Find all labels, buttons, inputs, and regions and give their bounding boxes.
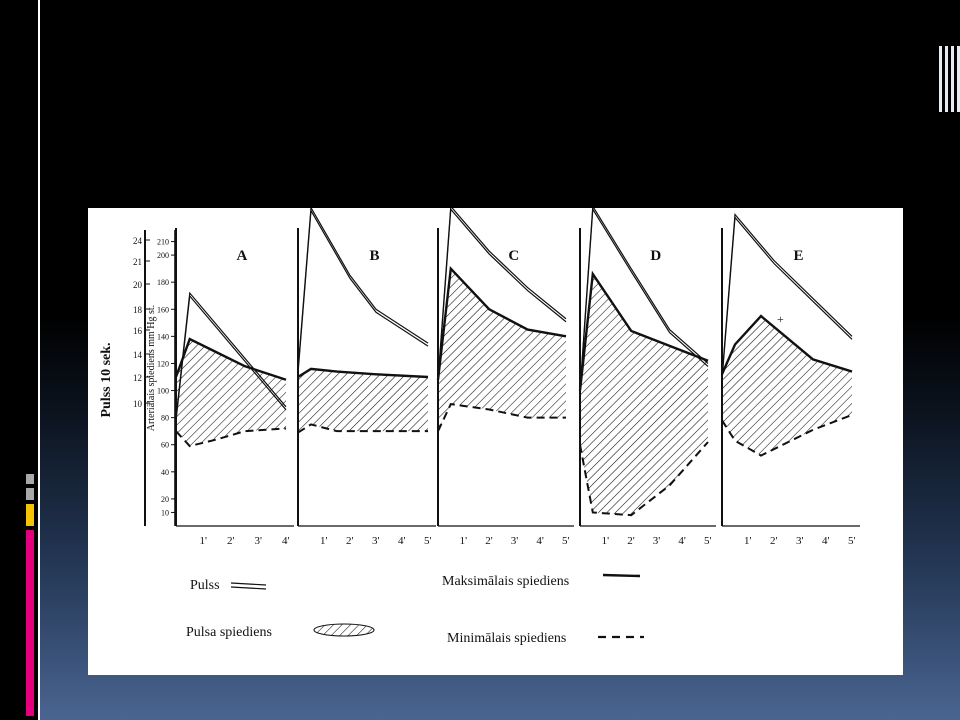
pulse-tick-label: 21: [133, 257, 142, 267]
x-tick-label: 2': [485, 535, 493, 547]
pressure-tick-label: 10: [161, 508, 169, 517]
x-tick-label: 5': [704, 535, 712, 547]
deco-block-gray-2: [26, 488, 34, 500]
x-tick-label: 2': [346, 535, 354, 547]
max-pressure-line: [578, 270, 709, 391]
x-tick-label: 2': [770, 535, 778, 547]
x-tick-label: 4': [536, 535, 544, 547]
x-tick-label: 3': [255, 535, 263, 547]
deco-block-pink: [26, 530, 34, 716]
pressure-tick-label: 80: [161, 414, 169, 423]
panel-c: C 1' 2' 3' 4' 5': [436, 208, 574, 547]
panel-label: C: [508, 248, 519, 264]
legend-pulse-label: Pulss: [190, 578, 220, 593]
panel-label: D: [650, 248, 661, 264]
pressure-tick-label: 100: [157, 387, 169, 396]
x-tick-label: 1': [200, 535, 208, 547]
pulse-tick-label: 14: [133, 350, 143, 360]
legend-max-label: Maksimālais spiediens: [442, 574, 569, 589]
panel-label: A: [237, 248, 248, 264]
min-pressure-line: [297, 423, 428, 434]
pulse-tick-label: 24: [133, 236, 143, 246]
pressure-axis-label: Arteriālais spiediens mm Hg st.: [146, 305, 157, 431]
pulse-tick-label: 12: [133, 373, 142, 383]
x-tick-label: 1': [744, 535, 752, 547]
pulse-line: [297, 208, 429, 371]
pressure-tick-label: 40: [161, 468, 169, 477]
pressure-tick-label: 180: [157, 278, 169, 287]
x-tick-label: 1': [602, 535, 610, 547]
panel-a: A 1' 2' 3' 4': [174, 228, 294, 547]
max-pressure-line: [436, 265, 567, 380]
deco-block-gray-1: [26, 474, 34, 484]
min-pressure-line: [437, 402, 566, 432]
x-tick-label: 1': [460, 535, 468, 547]
pressure-tick-label: 160: [157, 305, 169, 314]
pulse-axis-label: Pulss 10 sek.: [99, 342, 114, 417]
x-tick-label: 3': [796, 535, 804, 547]
x-tick-label: 4': [398, 535, 406, 547]
pressure-tick-label: 140: [157, 332, 169, 341]
panel-b: B 1' 2' 3' 4' 5': [297, 208, 436, 547]
pulse-tick-label: 18: [133, 305, 143, 315]
panel-e: E 1' 2' 3' 4' 5': [720, 212, 860, 547]
x-tick-label: 4': [282, 535, 290, 547]
figure-panel: A 1' 2' 3' 4' B 1' 2' 3' 4' 5' C 1' 2' 3' 4' 5' D 1' 2' 3' 4'…: [88, 208, 903, 675]
pulse-tick-label: 16: [133, 326, 143, 336]
max-pressure-line: [720, 314, 853, 375]
min-pressure-line: [175, 427, 287, 448]
pulse-pressure-band: [438, 268, 566, 432]
x-tick-label: 2': [227, 535, 235, 547]
pulse-pressure-band: [298, 368, 428, 433]
pressure-axis: 210 200 180 160 140 120 100 80 60 40 20 10 Arteriāl…: [146, 230, 176, 526]
x-tick-label: 2': [627, 535, 635, 547]
pulse-pressure-band: [722, 316, 852, 456]
pulse-pressure-band: [580, 274, 708, 516]
x-tick-label: 5': [562, 535, 570, 547]
min-pressure-line: [579, 441, 709, 517]
panel-label: E: [794, 248, 804, 264]
pulse-line-inner: [297, 208, 429, 374]
blood-pressure-chart: A 1' 2' 3' 4' B 1' 2' 3' 4' 5' C 1' 2' 3' 4' 5' D 1' 2' 3' 4'…: [99, 208, 860, 646]
pressure-tick-label: 120: [157, 359, 169, 368]
pressure-tick-label: 200: [157, 251, 169, 260]
x-tick-label: 3': [372, 535, 380, 547]
x-tick-label: 4': [822, 535, 830, 547]
x-tick-label: 1': [320, 535, 328, 547]
annotation-plus: +: [777, 312, 784, 326]
pulse-pressure-band: [176, 339, 286, 447]
pressure-tick-label: 20: [161, 495, 169, 504]
pulse-axis: 24 21 20 18 16 14 12 10 Pulss 10 sek.: [99, 230, 150, 526]
pulse-line-inner: [721, 215, 853, 381]
legend-pulse-pressure-label: Pulsa spiediens: [186, 625, 272, 640]
pulse-line-inner: [579, 208, 709, 394]
pressure-tick-label: 210: [157, 238, 169, 247]
pulse-tick-label: 20: [133, 280, 143, 290]
panel-label: B: [370, 248, 380, 264]
x-tick-label: 5': [424, 535, 432, 547]
legend: Pulss Maksimālais spiediens Pulsa spiedi…: [186, 573, 644, 646]
left-white-rule: [38, 0, 40, 720]
x-tick-label: 3': [511, 535, 519, 547]
deco-block-yellow: [26, 504, 34, 526]
slide-corner-mark: [939, 46, 960, 112]
x-tick-label: 5': [848, 535, 856, 547]
panel-d: D 1' 2' 3' 4' 5': [578, 208, 716, 547]
max-pressure-line: [174, 337, 287, 381]
pulse-tick-label: 10: [133, 399, 143, 409]
x-tick-label: 3': [653, 535, 661, 547]
pressure-tick-label: 60: [161, 441, 169, 450]
min-pressure-line: [721, 413, 853, 457]
pulse-line-inner: [175, 294, 287, 421]
legend-min-label: Minimālais spiediens: [447, 631, 566, 646]
max-pressure-line: [297, 367, 429, 379]
x-tick-label: 4': [678, 535, 686, 547]
pulse-line-inner: [437, 208, 567, 383]
